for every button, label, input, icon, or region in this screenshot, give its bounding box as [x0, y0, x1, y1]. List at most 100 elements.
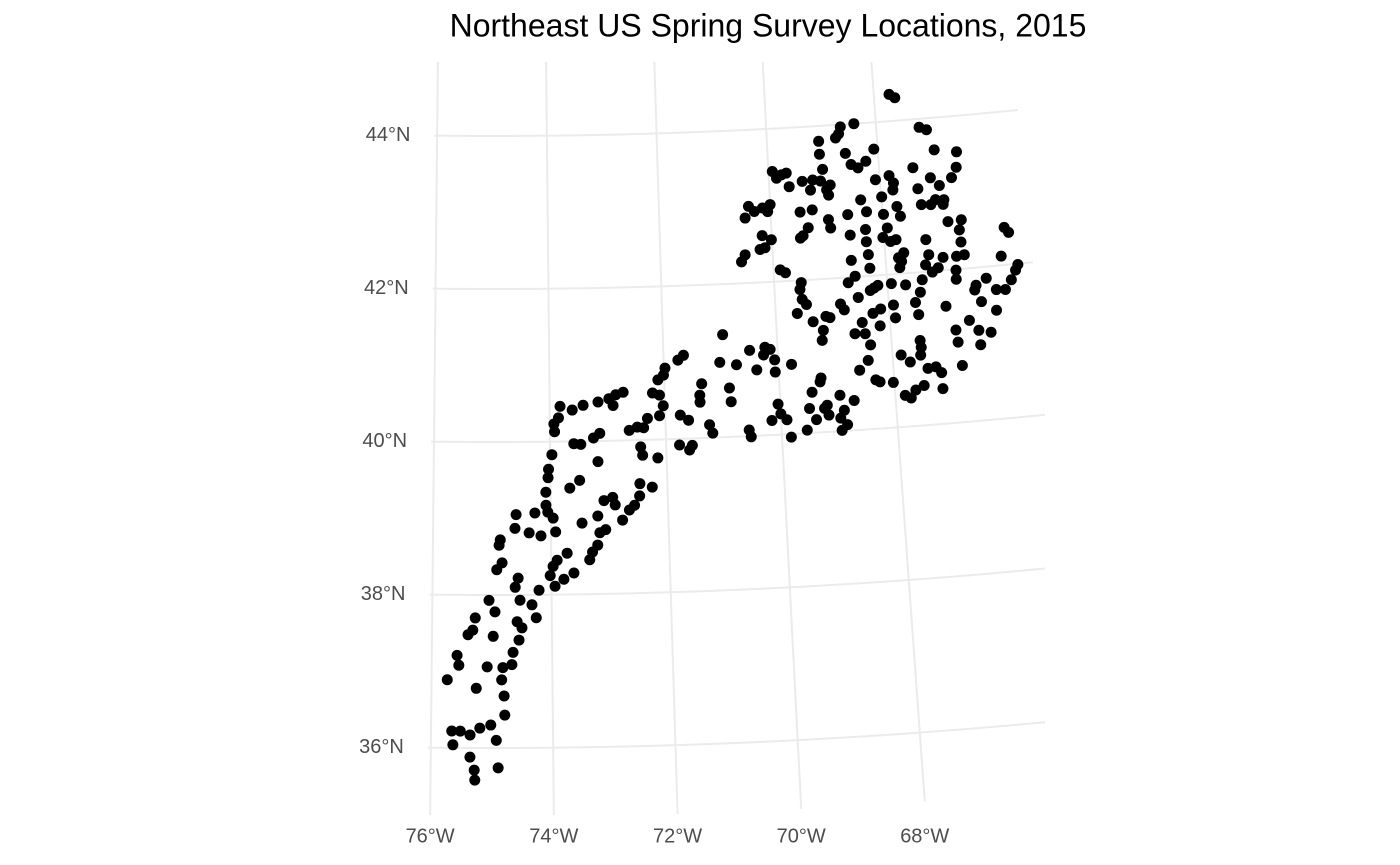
survey-point	[896, 255, 908, 267]
survey-point	[547, 560, 559, 572]
survey-point	[535, 530, 547, 542]
survey-point	[446, 725, 458, 737]
survey-point	[769, 366, 781, 378]
survey-point	[598, 495, 610, 507]
survey-point	[990, 284, 1002, 296]
survey-point	[835, 298, 847, 310]
survey-point	[945, 172, 957, 184]
survey-point	[807, 174, 819, 186]
survey-point	[592, 510, 604, 522]
survey-point	[764, 199, 776, 211]
survey-point	[469, 612, 481, 624]
survey-point	[817, 324, 829, 336]
survey-point	[914, 286, 926, 298]
points	[441, 88, 1024, 786]
survey-point	[937, 383, 949, 395]
survey-point	[561, 547, 573, 559]
survey-point	[779, 267, 791, 279]
survey-point	[936, 367, 948, 379]
survey-point	[575, 438, 587, 450]
survey-point	[842, 277, 854, 289]
survey-point	[736, 256, 748, 268]
grid-line	[429, 62, 439, 815]
grid-line	[653, 62, 679, 815]
survey-point	[794, 206, 806, 218]
survey-point	[969, 284, 981, 296]
survey-point	[653, 389, 665, 401]
survey-point	[889, 92, 901, 104]
survey-point	[816, 334, 828, 346]
survey-point	[952, 336, 964, 348]
survey-point	[862, 249, 874, 261]
survey-point	[796, 293, 808, 305]
survey-point	[985, 326, 997, 338]
survey-point	[865, 339, 877, 351]
survey-point	[594, 427, 606, 439]
survey-point	[806, 204, 818, 216]
survey-point	[953, 224, 965, 236]
y-tick-label: 38°N	[361, 583, 406, 605]
survey-point	[894, 210, 906, 222]
survey-point	[912, 183, 924, 195]
survey-point	[453, 659, 465, 671]
survey-point	[481, 661, 493, 673]
survey-point	[874, 376, 886, 388]
survey-point	[1003, 226, 1015, 238]
survey-point	[566, 404, 578, 416]
survey-point	[802, 222, 814, 234]
survey-point	[923, 249, 935, 261]
survey-point	[742, 200, 754, 212]
survey-point	[507, 646, 519, 658]
x-tick-label: 74°W	[529, 825, 578, 847]
survey-point	[890, 312, 902, 324]
survey-point	[876, 191, 888, 203]
survey-point	[801, 424, 813, 436]
survey-point	[813, 148, 825, 160]
survey-point	[544, 570, 556, 582]
survey-point	[980, 272, 992, 284]
survey-point	[860, 236, 872, 248]
survey-point	[885, 278, 897, 290]
survey-point	[641, 412, 653, 424]
y-tick-label: 42°N	[364, 277, 409, 299]
grid-line	[429, 567, 1045, 597]
survey-point	[592, 539, 604, 551]
survey-point	[674, 409, 686, 421]
x-tick-label: 72°W	[653, 825, 702, 847]
survey-point	[785, 431, 797, 443]
y-tick-label: 36°N	[359, 736, 404, 758]
survey-point	[769, 354, 781, 366]
survey-point	[704, 419, 716, 431]
survey-point	[855, 194, 867, 206]
survey-point	[869, 174, 881, 186]
survey-point	[825, 222, 837, 234]
survey-point	[714, 356, 726, 368]
survey-point	[868, 143, 880, 155]
tick-labels: 36°N 38°N 40°N 42°N 44°N 76°W 74°W 72°W 70°W 68°W	[359, 124, 949, 847]
survey-point	[973, 324, 985, 336]
survey-point	[447, 739, 459, 751]
survey-point	[1005, 274, 1017, 286]
survey-point	[834, 389, 846, 401]
survey-point	[975, 296, 987, 308]
survey-point	[523, 527, 535, 539]
survey-point	[451, 649, 463, 661]
survey-point	[900, 279, 912, 291]
survey-point	[975, 339, 987, 351]
survey-point	[659, 362, 671, 374]
survey-point	[617, 386, 629, 398]
survey-point	[823, 409, 835, 421]
survey-point	[963, 314, 975, 326]
x-tick-label: 68°W	[900, 825, 949, 847]
survey-point	[511, 616, 523, 628]
survey-point	[854, 364, 866, 376]
survey-point	[991, 304, 1003, 316]
survey-point	[759, 242, 771, 254]
grid-line	[434, 108, 1018, 138]
survey-point	[877, 231, 889, 243]
survey-point	[797, 230, 809, 242]
survey-point	[646, 481, 658, 493]
survey-point	[530, 612, 542, 624]
survey-point	[766, 166, 778, 178]
